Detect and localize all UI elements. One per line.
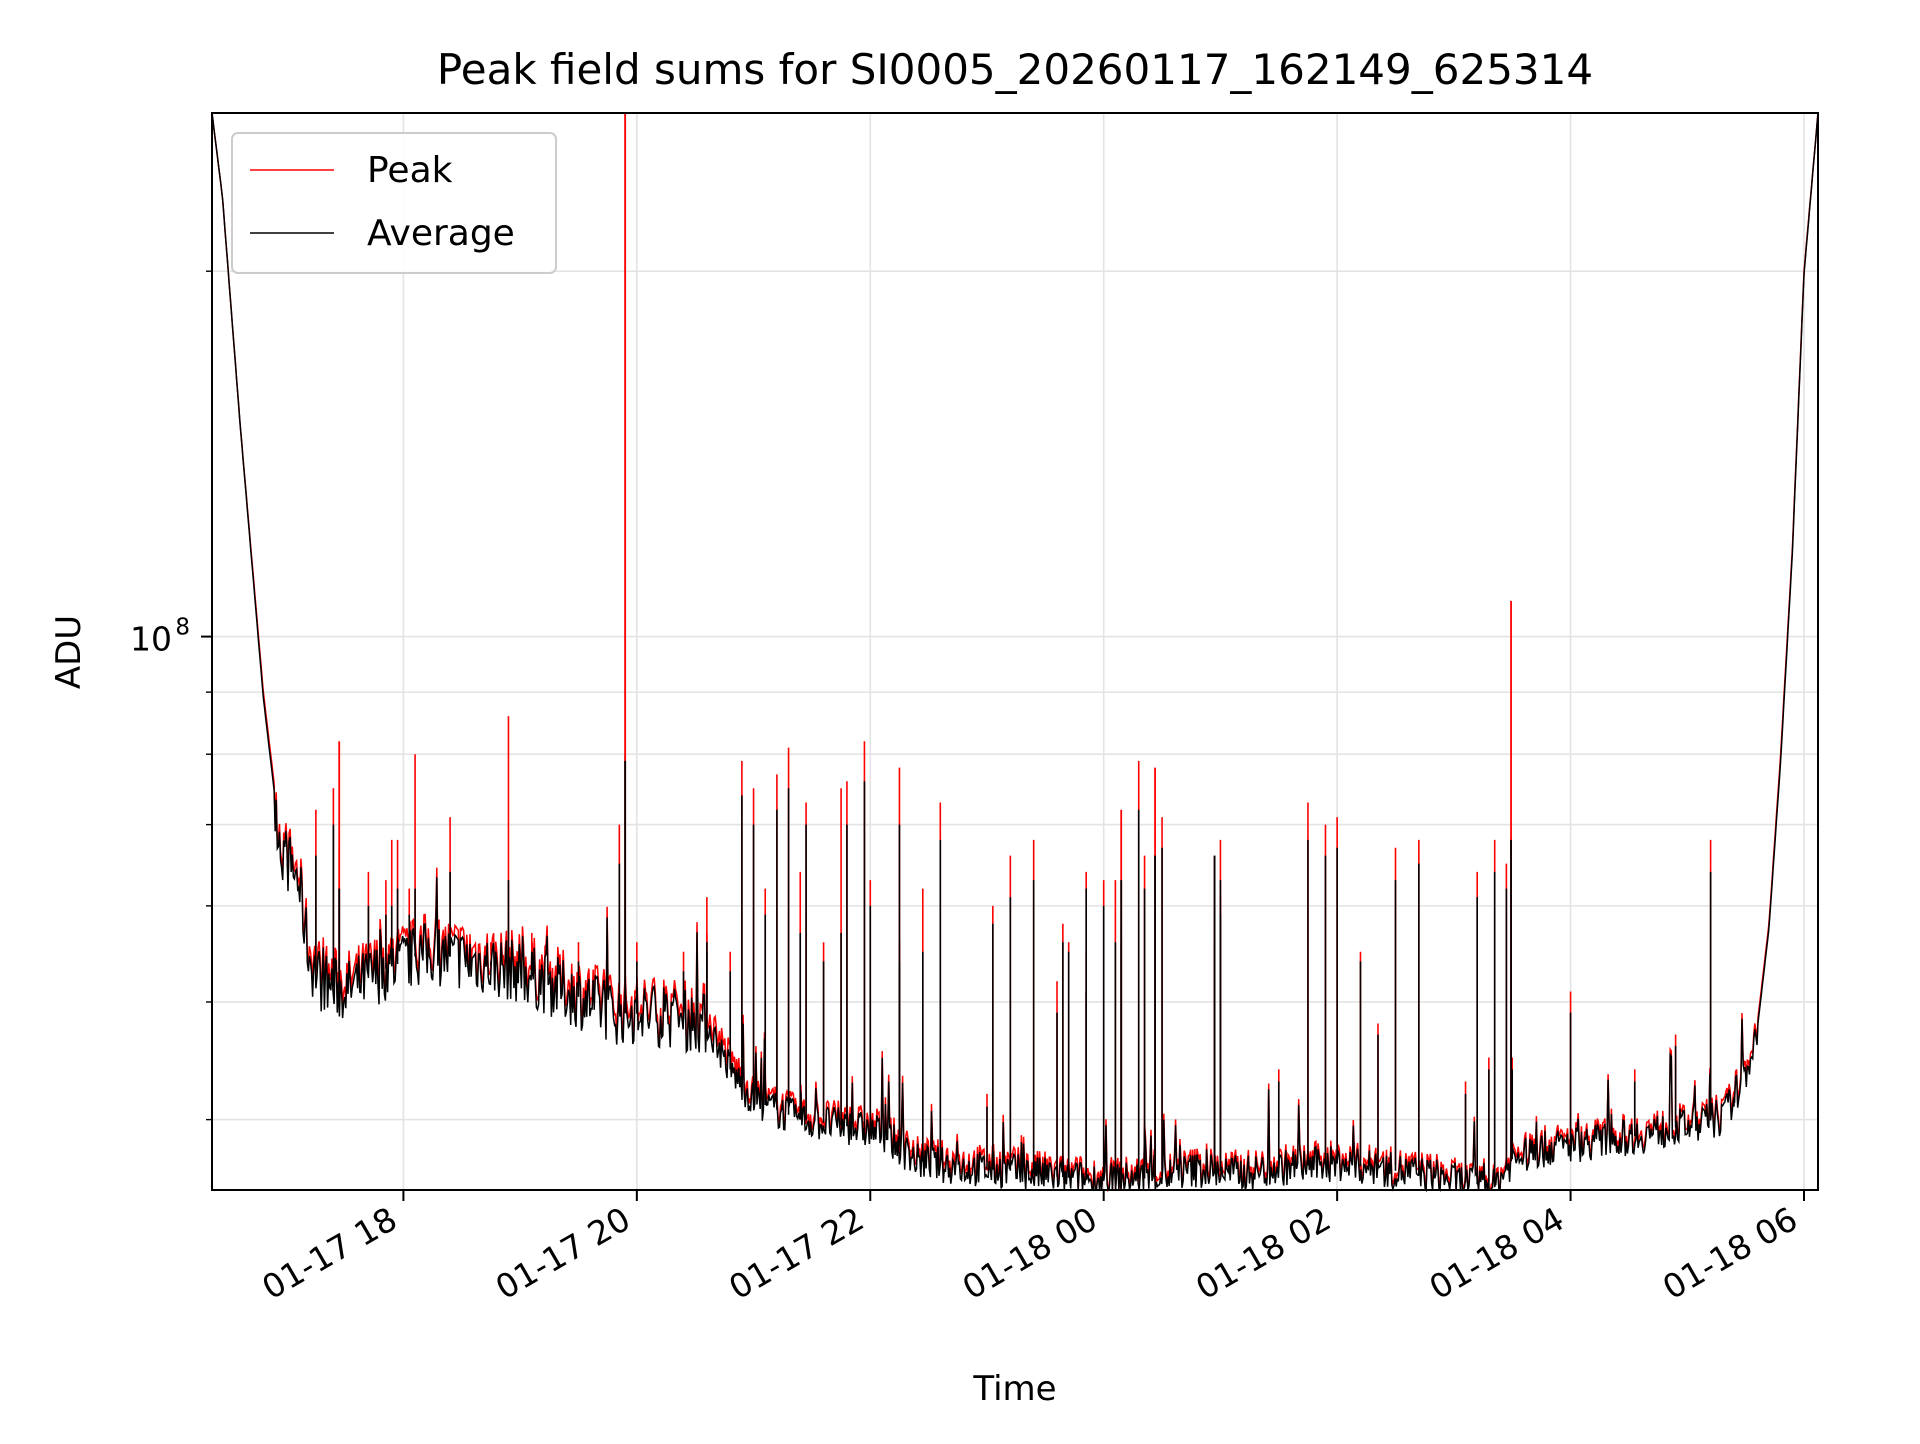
plot-frame	[211, 112, 1819, 1191]
x-tick-label: 01-18 02	[1189, 1199, 1337, 1307]
y-tick-label: 10	[130, 620, 172, 659]
chart-title: Peak field sums for SI0005_20260117_1621…	[437, 45, 1593, 94]
legend-box	[231, 132, 557, 274]
x-tick-label: 01-17 18	[255, 1199, 403, 1307]
x-axis: 01-17 18 01-17 20 01-17 22 01-18 00 01-18 02…	[255, 1190, 1805, 1307]
y-axis-label: ADU	[49, 615, 89, 689]
legend-peak-label: Peak	[367, 150, 453, 191]
grid	[212, 113, 1818, 1190]
series-line-peak	[211, 112, 1819, 1193]
x-tick-label: 01-17 22	[722, 1199, 870, 1307]
series-line-average	[211, 112, 1819, 1193]
x-tick-label: 01-18 00	[956, 1199, 1104, 1307]
legend: Peak Average	[231, 132, 557, 274]
x-tick-label: 01-18 06	[1656, 1199, 1804, 1307]
legend-average-label: Average	[367, 213, 515, 254]
x-axis-label: Time	[972, 1369, 1056, 1409]
y-axis: 10 8	[130, 270, 212, 1121]
series-layer	[211, 112, 1819, 1193]
x-tick-label: 01-18 04	[1423, 1199, 1571, 1307]
y-tick-exponent: 8	[175, 615, 190, 641]
x-tick-label: 01-17 20	[489, 1199, 637, 1307]
